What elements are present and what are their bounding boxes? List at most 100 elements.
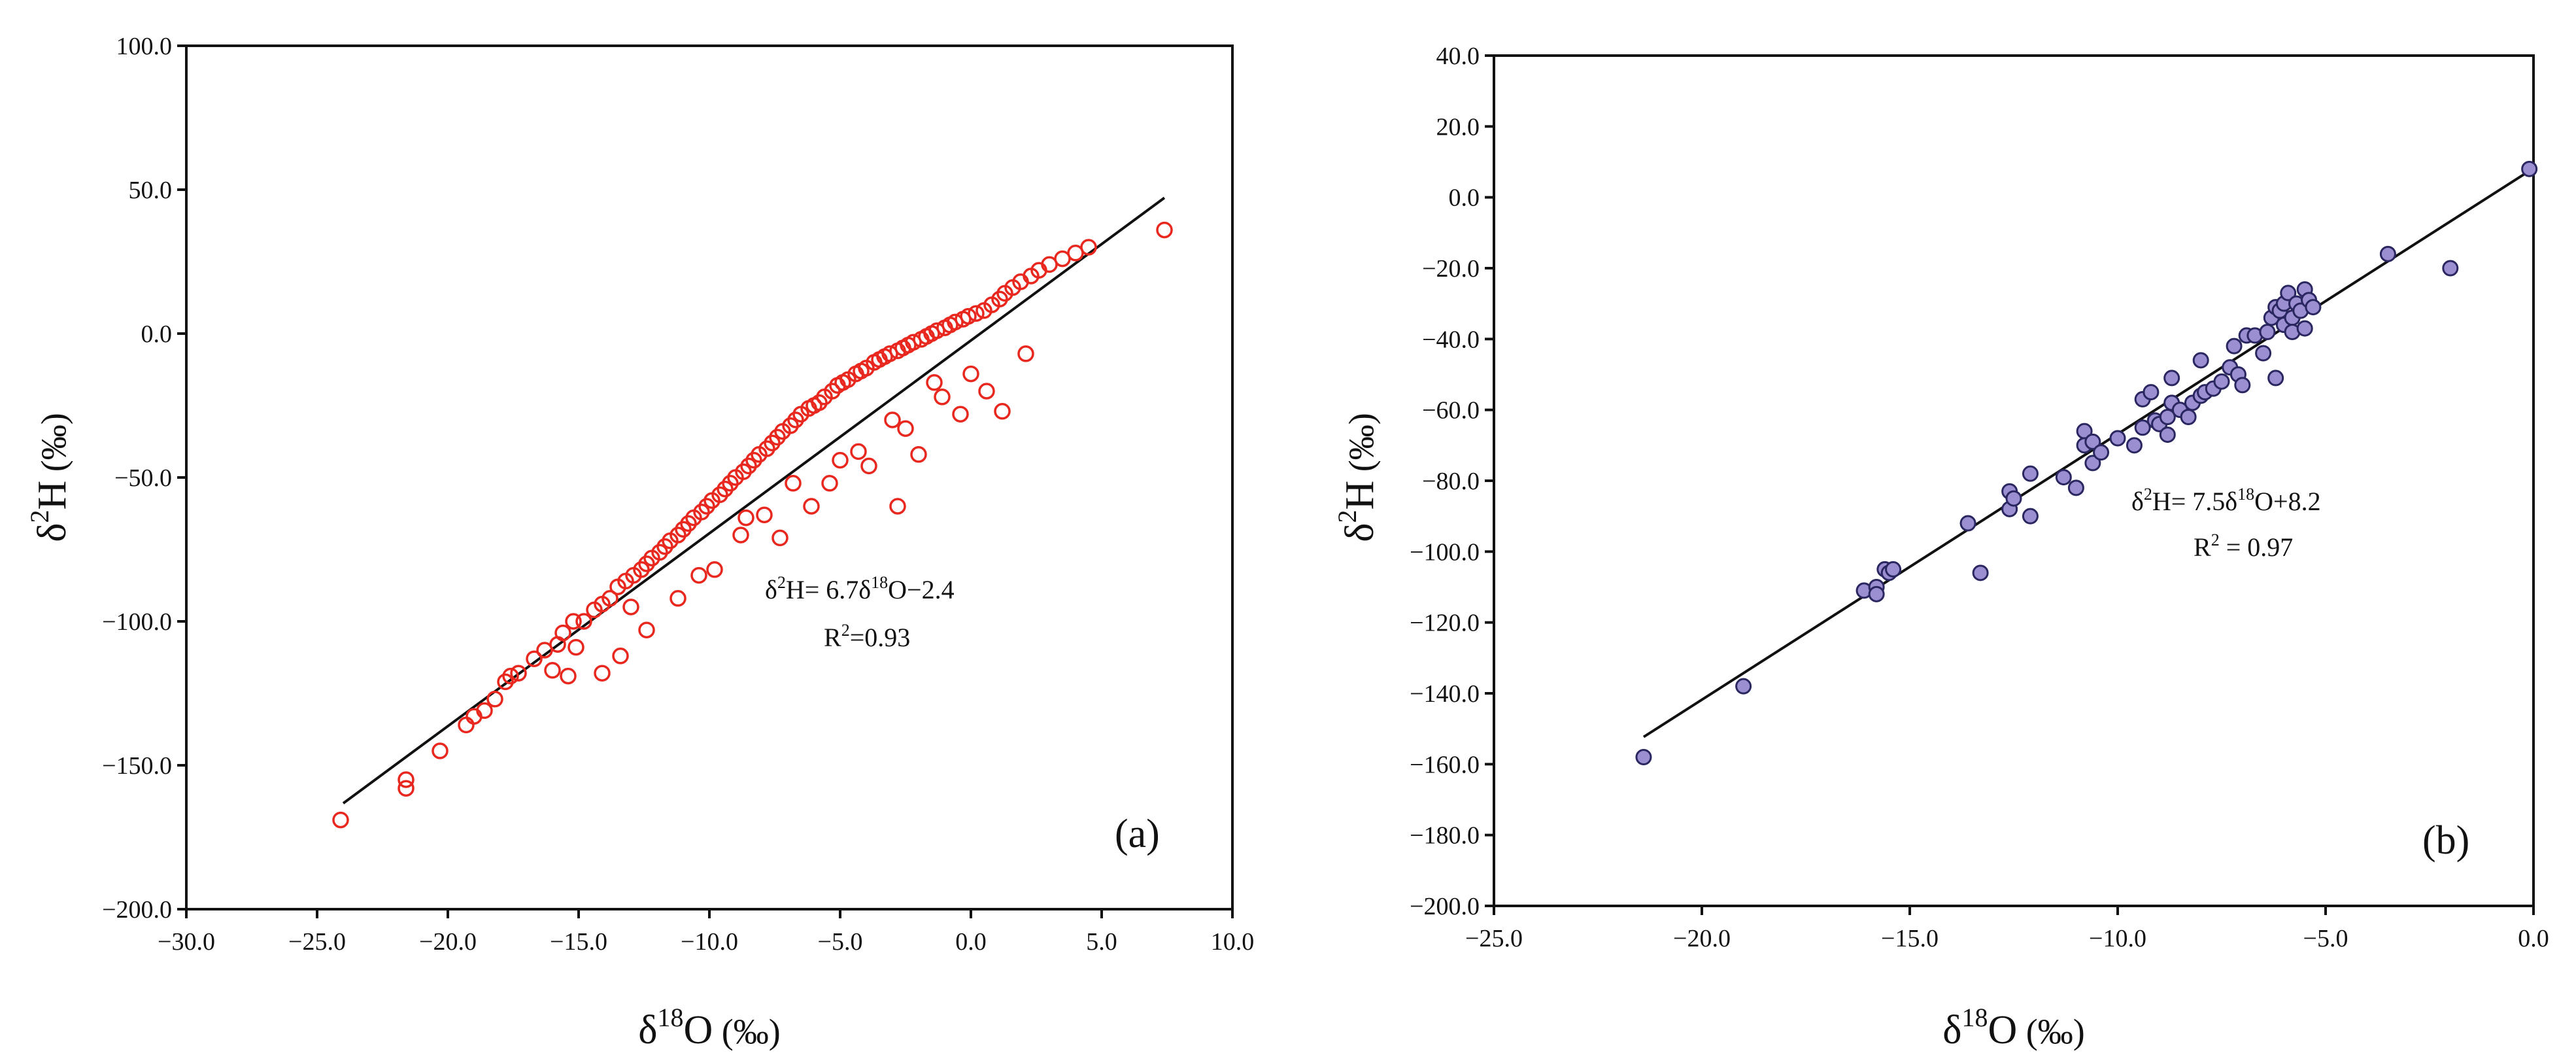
x-tick-label: −20.0: [419, 928, 477, 956]
regression-line-a: [342, 196, 1166, 805]
scatter-point: [960, 307, 977, 325]
scatter-points-b: [1635, 160, 2538, 765]
y-tick-label: −20.0: [1422, 255, 1480, 283]
scatter-point: [850, 443, 867, 460]
y-axis-label-b: δ2H (‰): [1332, 413, 1382, 542]
scatter-point: [2159, 426, 2176, 443]
y-axis-ticks-a: −200.0 −150.0 −100.0 −50.0 0.0 50.0 100.0: [102, 33, 186, 924]
y-tick-label: −160.0: [1410, 751, 1480, 778]
scatter-point: [565, 613, 582, 630]
scatter-point: [2134, 419, 2151, 436]
scatter-point: [2192, 352, 2209, 369]
scatter-point: [622, 598, 639, 615]
scatter-point: [544, 662, 561, 679]
x-tick-label: −15.0: [1881, 925, 1939, 952]
y-tick-label: −40.0: [1422, 326, 1480, 353]
scatter-point: [690, 566, 707, 584]
y-tick-label: −200.0: [102, 896, 172, 924]
scatter-point: [771, 529, 788, 547]
y-tick-label: −120.0: [1410, 610, 1480, 637]
y-tick-label: 100.0: [116, 33, 173, 60]
scatter-point: [2055, 469, 2072, 486]
y-tick-label: 0.0: [1449, 184, 1480, 212]
scatter-point: [568, 638, 585, 656]
scatter-point: [1735, 678, 1752, 695]
scatter-point: [994, 403, 1011, 420]
scatter-point: [1885, 561, 1902, 578]
x-tick-label: −25.0: [288, 928, 346, 956]
scatter-point: [2109, 430, 2126, 447]
scatter-point: [2267, 370, 2284, 387]
y-tick-label: −60.0: [1422, 397, 1480, 425]
scatter-point: [602, 590, 619, 607]
r-squared-b: R2 = 0.97: [2194, 530, 2293, 562]
equation-b: δ2H= 7.5δ18O+8.2: [2131, 485, 2321, 516]
scatter-point: [2234, 377, 2251, 394]
scatter-point: [2022, 508, 2039, 525]
scatter-point: [398, 780, 415, 797]
scatter-point: [968, 305, 985, 322]
x-tick-label: −10.0: [2089, 925, 2146, 952]
x-tick-label: −15.0: [550, 928, 607, 956]
scatter-point: [821, 475, 838, 492]
scatter-point: [526, 650, 543, 667]
scatter-point: [638, 621, 655, 638]
y-axis-ticks-b: −200.0 −180.0 −160.0 −140.0 −120.0 −100.0 −80.…: [1410, 43, 1494, 920]
y-tick-label: −140.0: [1410, 680, 1480, 708]
scatter-point: [756, 506, 773, 523]
scatter-point: [398, 771, 415, 788]
scatter-point: [706, 561, 723, 578]
x-tick-label: 5.0: [1086, 928, 1117, 956]
x-tick-label: −20.0: [1673, 925, 1731, 952]
y-tick-label: −150.0: [102, 752, 172, 780]
scatter-point: [2521, 160, 2538, 177]
scatter-point: [2084, 433, 2101, 450]
scatter-point: [926, 374, 943, 391]
scatter-point: [2255, 345, 2272, 362]
scatter-point: [554, 624, 571, 642]
scatter-point: [1080, 239, 1097, 256]
scatter-point: [962, 365, 979, 383]
scatter-points-a: [332, 221, 1173, 829]
x-tick-label: 0.0: [955, 928, 987, 956]
scatter-point: [803, 498, 820, 515]
scatter-point: [2259, 324, 2276, 340]
y-tick-label: −200.0: [1410, 893, 1480, 920]
scatter-point: [575, 613, 592, 630]
scatter-point: [2296, 320, 2313, 337]
scatter-point: [2213, 373, 2230, 390]
scatter-point: [1959, 515, 1976, 532]
scatter-point: [1017, 345, 1034, 362]
y-tick-label: 20.0: [1436, 113, 1480, 141]
x-axis-label-b: δ18O (‰): [1942, 1003, 2084, 1052]
scatter-point: [2442, 260, 2459, 277]
scatter-point: [502, 667, 519, 685]
scatter-point: [510, 665, 527, 682]
scatter-point: [1635, 749, 1652, 765]
x-tick-label: −10.0: [681, 928, 738, 956]
y-tick-label: 40.0: [1436, 43, 1480, 70]
scatter-point: [2226, 338, 2243, 355]
scatter-point: [669, 590, 686, 607]
panel-b: −200.0 −180.0 −160.0 −140.0 −120.0 −100.0 −80.…: [1332, 43, 2549, 1052]
scatter-point: [2305, 299, 2322, 316]
scatter-point: [594, 665, 611, 682]
scatter-point: [432, 742, 449, 759]
y-axis-label-a: δ2H (‰): [25, 413, 75, 542]
scatter-point: [737, 509, 754, 527]
x-tick-label: −5.0: [818, 928, 863, 956]
y-tick-label: −100.0: [102, 608, 172, 636]
scatter-point: [1972, 564, 1989, 581]
scatter-point: [2126, 437, 2143, 454]
panel-a: −200.0 −150.0 −100.0 −50.0 0.0 50.0 100.0 −30.…: [25, 33, 1254, 1052]
scatter-point: [2143, 384, 2160, 401]
x-tick-label: 0.0: [2518, 925, 2549, 952]
x-tick-label: −5.0: [2303, 925, 2348, 952]
scatter-point: [2280, 285, 2297, 302]
scatter-point: [897, 420, 914, 437]
y-tick-label: −50.0: [114, 464, 172, 492]
scatter-point: [934, 389, 951, 406]
y-tick-label: −100.0: [1410, 538, 1480, 566]
plot-frame-b: [1493, 54, 2535, 907]
